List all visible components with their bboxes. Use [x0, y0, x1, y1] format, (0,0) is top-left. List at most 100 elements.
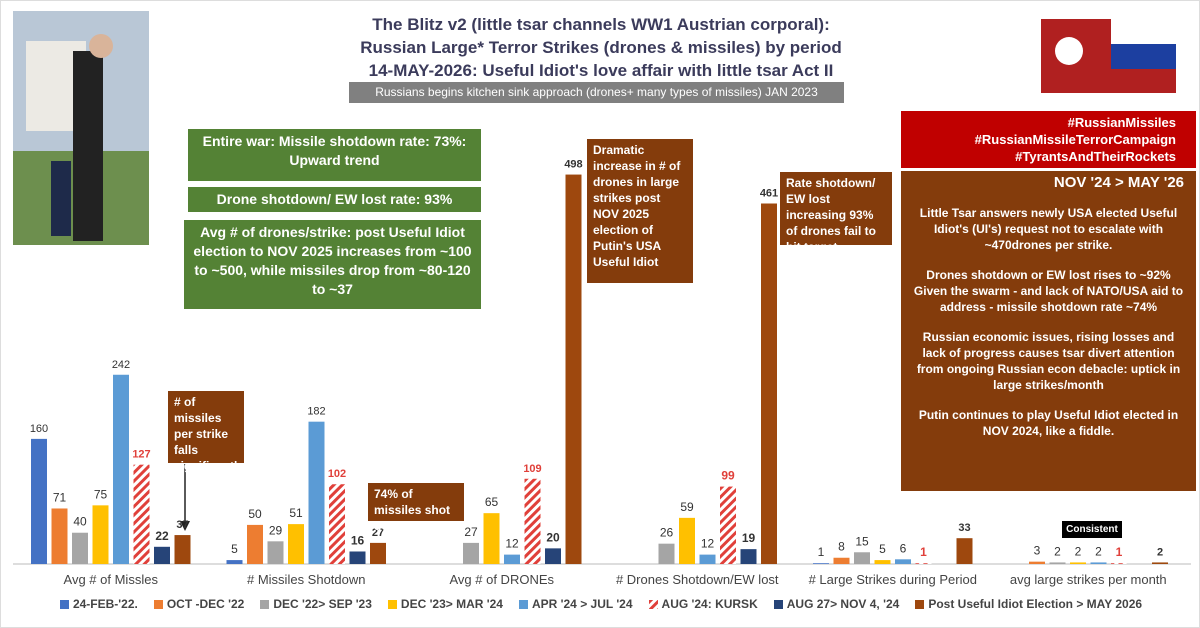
bar: [720, 486, 736, 564]
data-label: 242: [112, 359, 130, 371]
legend-swatch: [260, 599, 270, 609]
bar: [915, 563, 932, 564]
bar: [524, 478, 541, 564]
x-tick-label: Avg # of Missles: [64, 572, 159, 587]
data-label: 27: [372, 527, 384, 539]
callout: Rate shotdown/ EW lost increasing 93% of…: [780, 172, 892, 254]
data-label: 2: [1054, 544, 1061, 558]
bar: [740, 549, 757, 564]
bar: [545, 548, 561, 564]
x-tick-label: avg large strikes per month: [1010, 572, 1167, 587]
bar: [483, 513, 500, 564]
data-label: 5: [231, 542, 238, 556]
data-label: 498: [564, 159, 582, 171]
legend-swatch: [153, 599, 163, 609]
bar: [226, 560, 243, 564]
data-label: 160: [30, 423, 48, 435]
data-label: 182: [307, 406, 325, 418]
legend-swatch: [518, 599, 528, 609]
legend-swatch: [648, 599, 658, 609]
legend-item: AUG '24: KURSK: [648, 597, 758, 611]
bar: [658, 543, 675, 564]
bar: [1090, 562, 1107, 564]
bar: [174, 535, 191, 564]
hashtag: #RussianMissiles: [1067, 115, 1176, 130]
bar: [895, 559, 911, 564]
bar: [1070, 562, 1086, 564]
callout: Consistent: [1062, 521, 1122, 538]
bar: [699, 554, 716, 564]
bar: [247, 524, 263, 564]
data-label: 2: [1157, 546, 1163, 558]
x-tick-label: Avg # of DRONEs: [449, 572, 554, 587]
bar: [370, 542, 386, 564]
data-label: 51: [289, 506, 303, 520]
flag-image: [1041, 19, 1176, 93]
data-label: 99: [721, 469, 735, 483]
legend-swatch: [915, 599, 925, 609]
bar: [565, 174, 582, 564]
bar: [288, 524, 304, 564]
legend-label: Post Useful Idiot Election > MAY 2026: [928, 597, 1143, 611]
x-tick-label: # Missiles Shotdown: [247, 572, 366, 587]
green-note: Entire war: Missile shotdown rate: 73%: …: [188, 129, 481, 181]
data-label: 33: [958, 522, 970, 534]
bar: [113, 374, 129, 564]
bar: [349, 551, 366, 564]
note: Little Tsar answers newly USA elected Us…: [919, 206, 1178, 252]
bar: [874, 560, 891, 564]
bar: [956, 538, 973, 564]
bar: [813, 563, 829, 564]
legend-swatch: [59, 599, 69, 609]
hashtag: #RussianMissileTerrorCampaign: [974, 132, 1176, 147]
data-label: 22: [155, 529, 169, 543]
title: 14-MAY-2026: Useful Idiot's love affair …: [368, 61, 834, 80]
x-tick-label: # Large Strikes during Period: [809, 572, 977, 587]
data-label: 12: [505, 537, 519, 551]
data-label: 40: [73, 515, 87, 529]
data-label: 29: [269, 523, 283, 537]
data-label: 19: [742, 531, 756, 545]
callout: Dramatic increase in # of drones in larg…: [587, 139, 693, 283]
bar: [1029, 561, 1045, 564]
bar: [72, 532, 88, 564]
bar: [833, 557, 850, 564]
bar: [1049, 562, 1066, 564]
data-label: 109: [523, 463, 541, 475]
data-label: 65: [485, 495, 499, 509]
legend-item: Post Useful Idiot Election > MAY 2026: [915, 597, 1142, 611]
callout: 74% of missiles shot down: [368, 483, 464, 533]
legend-label: DEC '22> SEP '23: [273, 597, 372, 611]
bar: [329, 484, 345, 564]
bar: [51, 508, 68, 564]
arrow-head: [180, 521, 190, 531]
legend-label: AUG 27> NOV 4, '24: [786, 597, 900, 611]
bar: [92, 505, 109, 564]
hashtag: #TyrantsAndTheirRockets: [1015, 149, 1176, 164]
bar: [308, 421, 325, 564]
legend-label: DEC '23> MAR '24: [400, 597, 503, 611]
data-label: 1: [818, 545, 825, 559]
legend-item: AUG 27> NOV 4, '24: [773, 597, 900, 611]
legend-label: APR '24 > JUL '24: [531, 597, 633, 611]
legend-item: DEC '23> MAR '24: [387, 597, 503, 611]
legend-label: OCT -DEC '22: [166, 597, 245, 611]
green-note: Avg # of drones/strike: post Useful Idio…: [184, 220, 481, 309]
data-label: 37: [176, 519, 188, 531]
title: The Blitz v2 (little tsar channels WW1 A…: [372, 15, 830, 34]
data-label: 6: [900, 541, 907, 555]
data-label: 1: [1116, 545, 1123, 559]
data-label: 2: [1095, 544, 1102, 558]
data-label: 127: [132, 449, 150, 461]
note: Russian economic issues, rising losses a…: [916, 330, 1181, 392]
bar: [679, 517, 695, 564]
x-tick-label: # Drones Shotdown/EW lost: [616, 572, 779, 587]
data-label: 2: [1075, 544, 1082, 558]
hashtag-box: #RussianMissiles #RussianMissileTerrorCa…: [901, 111, 1196, 168]
photo-left: [13, 11, 149, 245]
bar: [761, 203, 777, 565]
notes-heading: NOV '24 > MAY '26: [1053, 174, 1184, 191]
data-label: 102: [328, 468, 346, 480]
data-label: 50: [248, 507, 262, 521]
